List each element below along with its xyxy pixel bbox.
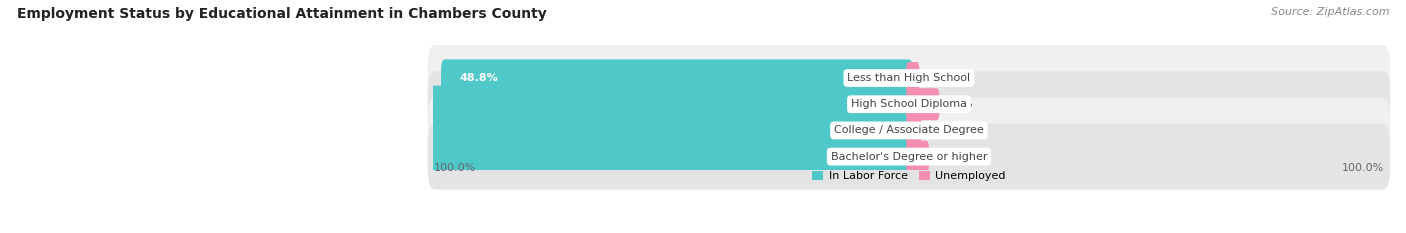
Text: Bachelor's Degree or higher: Bachelor's Degree or higher <box>831 152 987 162</box>
Text: College / Associate Degree: College / Associate Degree <box>834 125 984 135</box>
Text: Less than High School: Less than High School <box>848 73 970 83</box>
Text: High School Diploma: High School Diploma <box>851 99 967 109</box>
FancyBboxPatch shape <box>427 97 1391 163</box>
FancyBboxPatch shape <box>51 138 912 175</box>
FancyBboxPatch shape <box>905 88 939 120</box>
FancyBboxPatch shape <box>905 141 929 173</box>
FancyBboxPatch shape <box>427 124 1391 190</box>
FancyBboxPatch shape <box>183 112 912 149</box>
FancyBboxPatch shape <box>427 71 1391 137</box>
Text: 89.9%: 89.9% <box>69 152 107 162</box>
FancyBboxPatch shape <box>427 45 1391 111</box>
Text: 1.0%: 1.0% <box>927 125 955 135</box>
Legend: In Labor Force, Unemployed: In Labor Force, Unemployed <box>807 167 1011 186</box>
Text: 100.0%: 100.0% <box>433 163 475 173</box>
Text: Source: ZipAtlas.com: Source: ZipAtlas.com <box>1271 7 1389 17</box>
Text: 76.0%: 76.0% <box>201 125 239 135</box>
Text: 67.5%: 67.5% <box>281 99 321 109</box>
Text: Employment Status by Educational Attainment in Chambers County: Employment Status by Educational Attainm… <box>17 7 547 21</box>
Text: 0.8%: 0.8% <box>924 73 952 83</box>
Text: 2.9%: 2.9% <box>945 99 973 109</box>
Text: 48.8%: 48.8% <box>460 73 498 83</box>
FancyBboxPatch shape <box>905 62 920 94</box>
FancyBboxPatch shape <box>905 114 921 146</box>
Text: 100.0%: 100.0% <box>1343 163 1385 173</box>
FancyBboxPatch shape <box>441 59 912 97</box>
Text: 1.8%: 1.8% <box>934 152 962 162</box>
FancyBboxPatch shape <box>263 86 912 123</box>
